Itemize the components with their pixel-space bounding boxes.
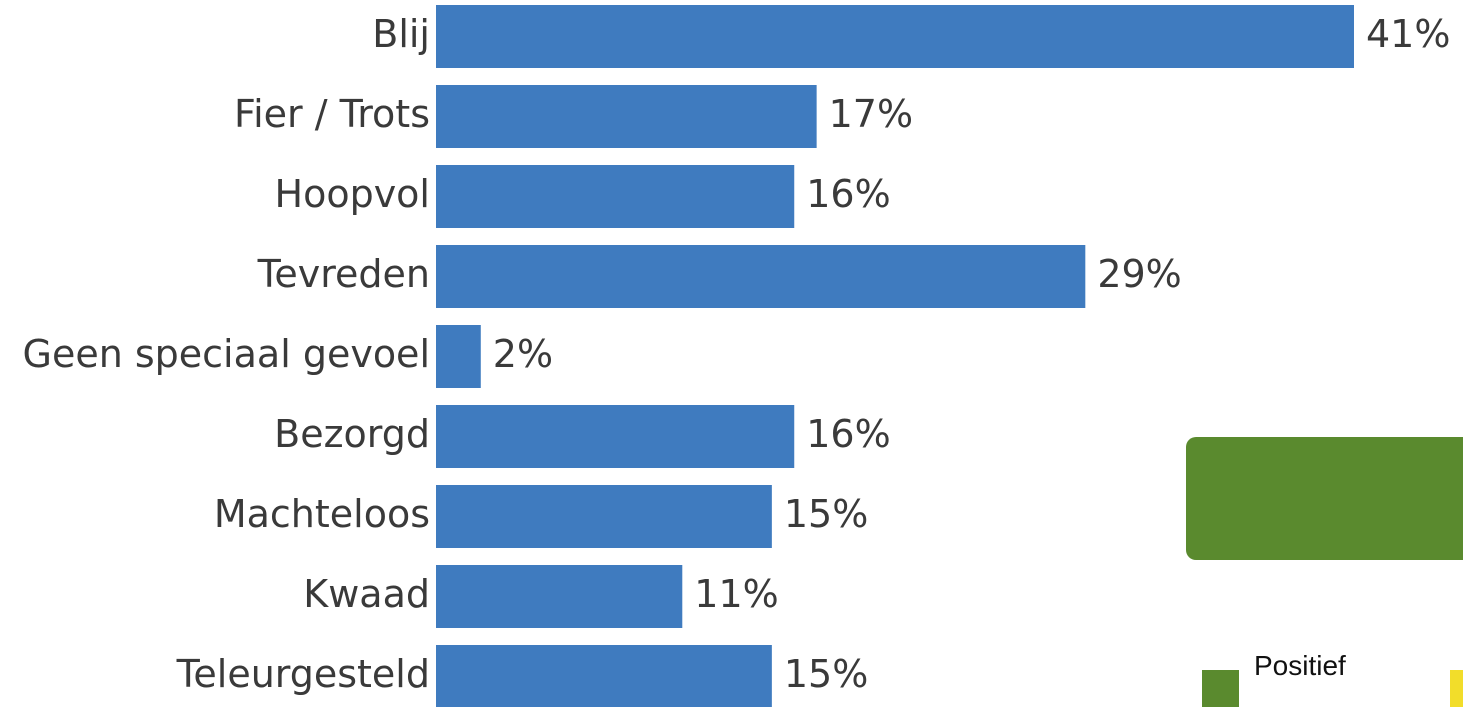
bar-value-label: 29%	[1097, 252, 1181, 296]
green-panel	[1186, 437, 1463, 560]
bar-value-label: 11%	[694, 572, 778, 616]
category-label: Blij	[372, 12, 430, 56]
bar-value-label: 15%	[784, 492, 868, 536]
bar	[436, 5, 1354, 68]
bar	[436, 85, 817, 148]
category-label: Geen speciaal gevoel	[23, 332, 431, 376]
bar-value-label: 2%	[493, 332, 553, 376]
bar	[436, 165, 795, 228]
legend-swatch-yellow	[1450, 670, 1463, 707]
bar	[436, 325, 481, 388]
legend-label-positief: Positief	[1254, 650, 1346, 681]
bar-value-label: 16%	[806, 412, 890, 456]
category-label: Bezorgd	[274, 412, 430, 456]
category-label: Machteloos	[214, 492, 430, 536]
category-label: Teleurgesteld	[176, 652, 430, 696]
category-label: Fier / Trots	[234, 92, 430, 136]
category-label: Tevreden	[257, 252, 430, 296]
bar	[436, 565, 683, 628]
bar	[436, 485, 772, 548]
category-label: Kwaad	[303, 572, 430, 616]
bar-value-label: 15%	[784, 652, 868, 696]
bar	[436, 645, 772, 707]
bar	[436, 245, 1086, 308]
bar-value-label: 16%	[806, 172, 890, 216]
category-label: Hoopvol	[275, 172, 431, 216]
bar-value-label: 41%	[1366, 12, 1450, 56]
bar-value-label: 17%	[829, 92, 913, 136]
legend-swatch-positief	[1202, 670, 1239, 707]
bar	[436, 405, 795, 468]
